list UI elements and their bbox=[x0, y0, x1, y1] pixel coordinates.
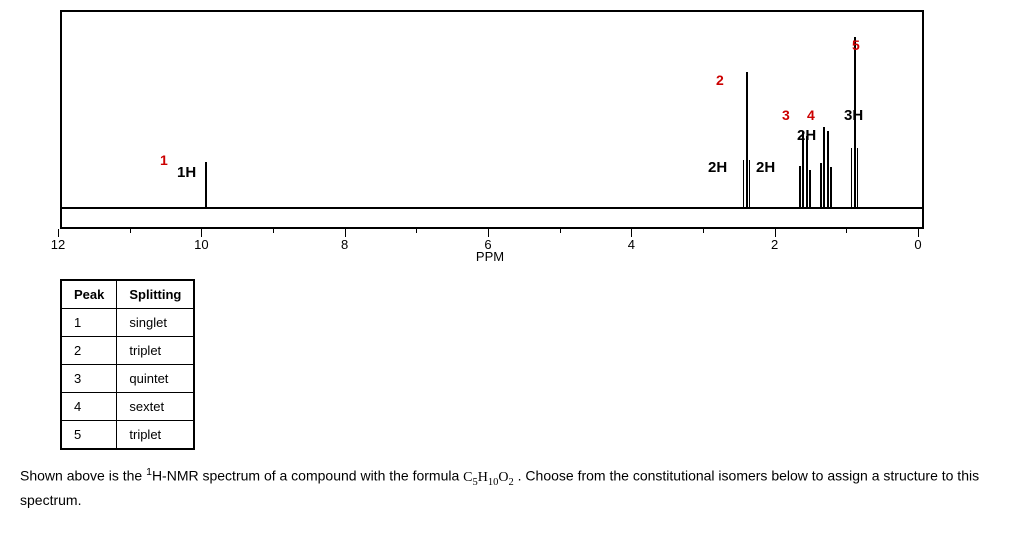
peak-integration-label: 2H bbox=[708, 159, 727, 176]
nmr-peak bbox=[820, 163, 822, 207]
nmr-spectrum: 11H22H32H42H53H PPM 121086420 bbox=[60, 10, 1004, 259]
axis-tick bbox=[846, 229, 847, 233]
nmr-peak bbox=[809, 170, 811, 208]
peak-number-label: 2 bbox=[716, 72, 724, 88]
nmr-peak bbox=[799, 166, 801, 207]
axis-tick-label: 12 bbox=[51, 237, 65, 252]
table-cell: triplet bbox=[117, 421, 195, 450]
caption-text: Shown above is the bbox=[20, 468, 146, 484]
peak-number-label: 5 bbox=[852, 37, 860, 53]
figure-caption: Shown above is the 1H-NMR spectrum of a … bbox=[20, 465, 994, 511]
table-cell: quintet bbox=[117, 365, 195, 393]
table-row: 1singlet bbox=[61, 309, 194, 337]
col-header-splitting: Splitting bbox=[117, 280, 195, 309]
nmr-peak bbox=[806, 136, 808, 207]
table-cell: 2 bbox=[61, 337, 117, 365]
table-cell: sextet bbox=[117, 393, 195, 421]
figure-container: 11H22H32H42H53H PPM 121086420 Peak Split… bbox=[10, 10, 1004, 511]
axis-tick bbox=[130, 229, 131, 233]
axis-tick-label: 8 bbox=[341, 237, 348, 252]
table-cell: singlet bbox=[117, 309, 195, 337]
axis-tick bbox=[775, 229, 776, 237]
axis-tick-label: 4 bbox=[628, 237, 635, 252]
table-cell: 1 bbox=[61, 309, 117, 337]
peak-number-label: 4 bbox=[807, 107, 815, 123]
table-cell: 3 bbox=[61, 365, 117, 393]
nmr-peak bbox=[743, 160, 744, 207]
molecular-formula: C5H10O2 bbox=[463, 470, 514, 485]
peak-integration-label: 3H bbox=[844, 107, 863, 124]
axis-tick bbox=[631, 229, 632, 237]
table-header-row: Peak Splitting bbox=[61, 280, 194, 309]
table-cell: triplet bbox=[117, 337, 195, 365]
table-row: 3quintet bbox=[61, 365, 194, 393]
spectrum-plot-area: 1 1H 2 2H 3 2H 4 2H 5 3H bbox=[60, 10, 924, 229]
nmr-peak bbox=[857, 148, 858, 208]
axis-tick bbox=[201, 229, 202, 237]
table-cell: 5 bbox=[61, 421, 117, 450]
nmr-peak bbox=[827, 131, 829, 207]
x-axis: PPM 121086420 bbox=[58, 229, 922, 259]
table-row: 2triplet bbox=[61, 337, 194, 365]
nmr-peak bbox=[205, 162, 207, 207]
axis-tick bbox=[345, 229, 346, 237]
nmr-peak bbox=[851, 148, 852, 208]
axis-tick bbox=[58, 229, 59, 237]
axis-tick-label: 2 bbox=[771, 237, 778, 252]
table-row: 5triplet bbox=[61, 421, 194, 450]
table-cell: 4 bbox=[61, 393, 117, 421]
axis-tick bbox=[488, 229, 489, 237]
axis-tick bbox=[416, 229, 417, 233]
nmr-peak bbox=[830, 167, 832, 207]
axis-tick bbox=[273, 229, 274, 233]
axis-tick-label: 6 bbox=[484, 237, 491, 252]
nmr-peak bbox=[746, 72, 748, 207]
spectrum-baseline bbox=[62, 207, 922, 209]
axis-tick bbox=[560, 229, 561, 233]
axis-tick-label: 0 bbox=[914, 237, 921, 252]
col-header-peak: Peak bbox=[61, 280, 117, 309]
caption-text: H-NMR spectrum of a compound with the fo… bbox=[152, 468, 463, 484]
axis-tick-label: 10 bbox=[194, 237, 208, 252]
peak-number-label: 1 bbox=[160, 152, 168, 168]
nmr-peak bbox=[823, 127, 825, 207]
peak-integration-label: 1H bbox=[177, 164, 196, 181]
peak-splitting-table: Peak Splitting 1singlet2triplet3quintet4… bbox=[60, 279, 195, 450]
peak-integration-label: 2H bbox=[797, 127, 816, 144]
axis-tick bbox=[918, 229, 919, 237]
nmr-peak bbox=[749, 160, 750, 207]
table-row: 4sextet bbox=[61, 393, 194, 421]
axis-tick bbox=[703, 229, 704, 233]
peak-integration-label: 2H bbox=[756, 159, 775, 176]
peak-number-label: 3 bbox=[782, 107, 790, 123]
